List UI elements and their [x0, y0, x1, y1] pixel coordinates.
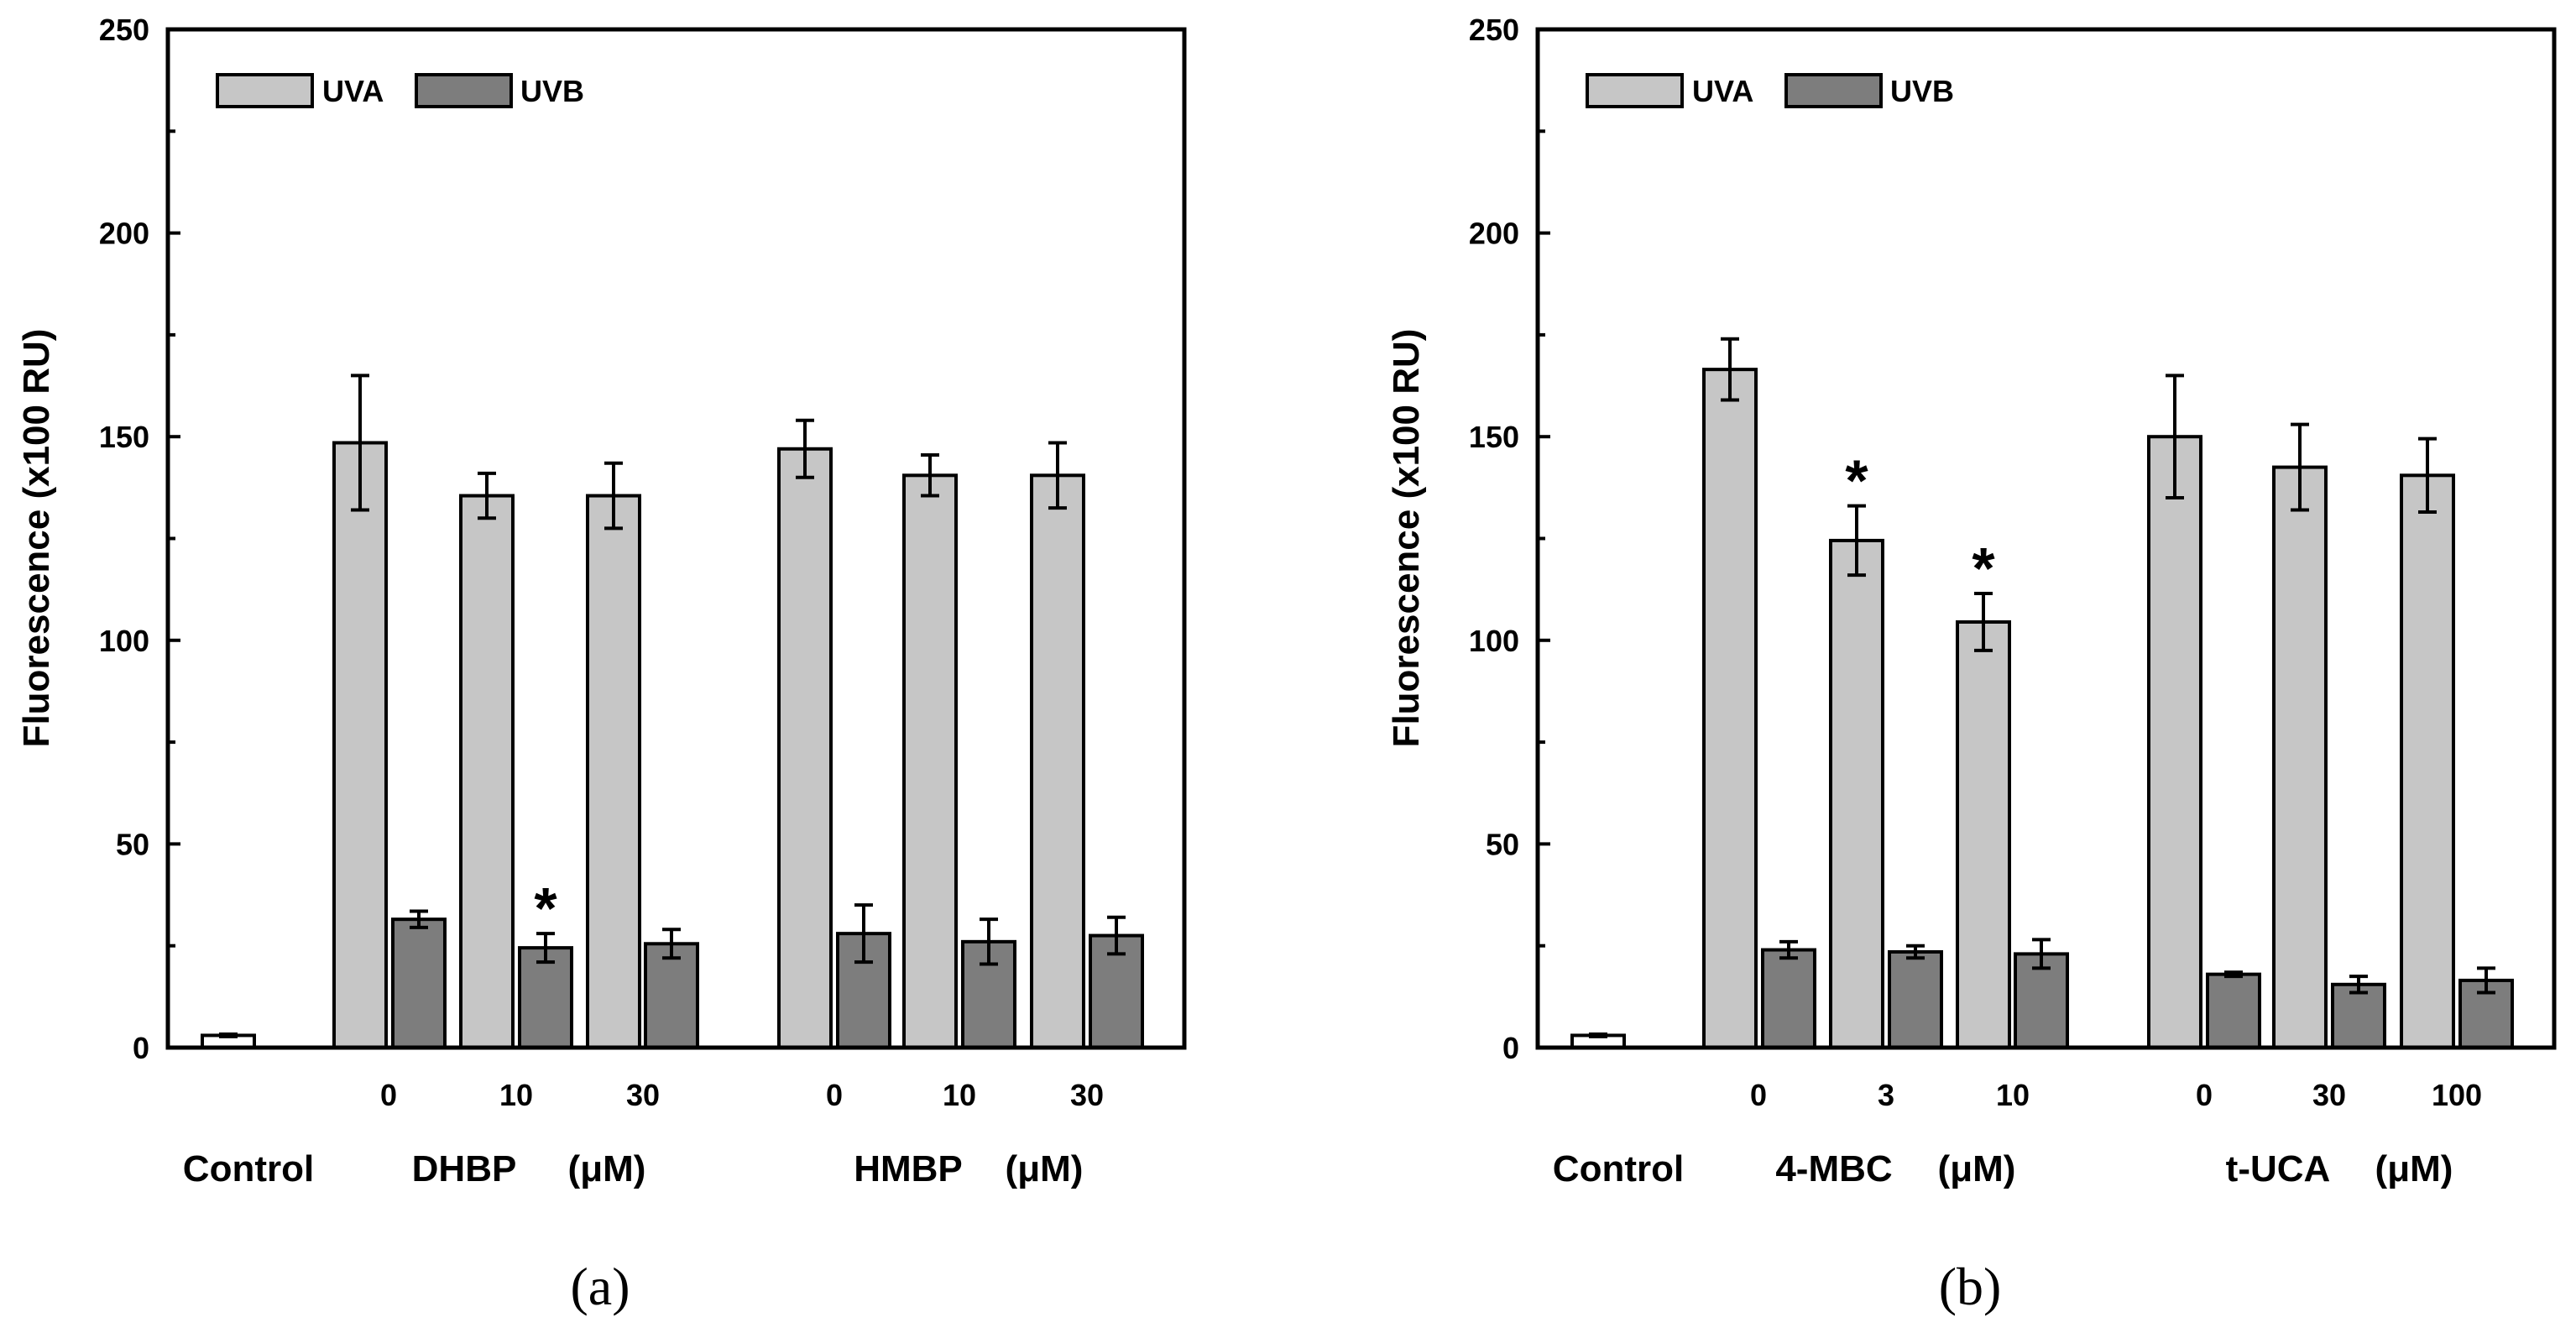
dose-label: 0: [380, 1078, 397, 1112]
y-tick-label: 50: [1486, 827, 1519, 861]
y-tick-label: 250: [99, 13, 149, 47]
y-tick-label: 150: [99, 420, 149, 454]
compound-label: t-UCA: [2226, 1148, 2331, 1189]
bar-uva: [1829, 538, 1884, 1049]
bar-uvb: [2206, 972, 2261, 1049]
y-tick-label: 150: [1469, 420, 1519, 454]
bar-uva: [2400, 473, 2455, 1049]
bar-uva: [1702, 368, 1758, 1049]
compound-label: DHBP: [412, 1148, 517, 1189]
y-axis-label: Fluorescence (x100 RU): [1386, 329, 1427, 748]
dose-label: 0: [2196, 1078, 2213, 1112]
control-label: Control: [183, 1148, 314, 1189]
dose-label: 0: [1750, 1078, 1767, 1112]
plot-frame: [1535, 27, 2557, 1050]
bar-uvb: [1888, 949, 1943, 1050]
y-tick-label: 50: [116, 827, 149, 861]
panel-caption: (a): [570, 1257, 630, 1316]
panel-caption: (b): [1939, 1257, 2002, 1316]
dose-label: 100: [2432, 1078, 2482, 1112]
dose-label: 0: [826, 1078, 843, 1112]
bar-uva: [332, 441, 388, 1049]
significance-asterisk: *: [1845, 448, 1868, 514]
unit-label: (μM): [1938, 1148, 2016, 1189]
legend-swatch-uvb: [415, 73, 513, 108]
legend-label-uva: UVA: [1692, 74, 1753, 108]
legend-swatch-uva: [216, 73, 314, 108]
bar-uva: [459, 494, 515, 1049]
y-tick-label: 200: [1469, 217, 1519, 251]
legend-label-uvb: UVB: [520, 74, 584, 108]
legend-label-uva: UVA: [322, 74, 384, 108]
dose-label: 10: [1996, 1078, 2030, 1112]
bar-uva: [1956, 619, 2011, 1049]
dose-label: 3: [1878, 1078, 1894, 1112]
legend: UVA UVB: [1586, 73, 1954, 108]
significance-asterisk: *: [534, 876, 557, 941]
legend-label-uvb: UVB: [1890, 74, 1954, 108]
plot-frame: [165, 27, 1187, 1050]
y-tick-label: 0: [1502, 1031, 1519, 1065]
bar-uvb: [391, 917, 447, 1049]
compound-label: HMBP: [854, 1148, 963, 1189]
dose-label: 30: [1070, 1078, 1104, 1112]
bar-uva: [2272, 465, 2328, 1049]
y-tick-label: 100: [99, 624, 149, 658]
compound-label: 4-MBC: [1775, 1148, 1892, 1189]
y-axis-label: Fluorescence (x100 RU): [16, 329, 57, 748]
bar-uva: [902, 473, 958, 1049]
bar-uvb: [1761, 948, 1816, 1049]
y-tick-label: 100: [1469, 624, 1519, 658]
y-tick-label: 200: [99, 217, 149, 251]
bar-uva: [586, 494, 641, 1049]
control-label: Control: [1553, 1148, 1684, 1189]
unit-label: (μM): [1006, 1148, 1084, 1189]
dose-label: 30: [2312, 1078, 2346, 1112]
y-tick-label: 0: [133, 1031, 149, 1065]
dose-label: 10: [943, 1078, 976, 1112]
significance-asterisk: *: [1972, 536, 1995, 601]
bar-uvb: [644, 942, 699, 1050]
legend-swatch-uvb: [1784, 73, 1883, 108]
dose-label: 10: [499, 1078, 533, 1112]
bar-uva: [777, 447, 833, 1049]
y-tick-label: 250: [1469, 13, 1519, 47]
bar-uva: [1030, 473, 1085, 1049]
bar-uva: [2147, 435, 2202, 1049]
legend: UVA UVB: [216, 73, 584, 108]
dose-label: 30: [626, 1078, 660, 1112]
unit-label: (μM): [568, 1148, 646, 1189]
legend-swatch-uva: [1586, 73, 1684, 108]
unit-label: (μM): [2375, 1148, 2453, 1189]
